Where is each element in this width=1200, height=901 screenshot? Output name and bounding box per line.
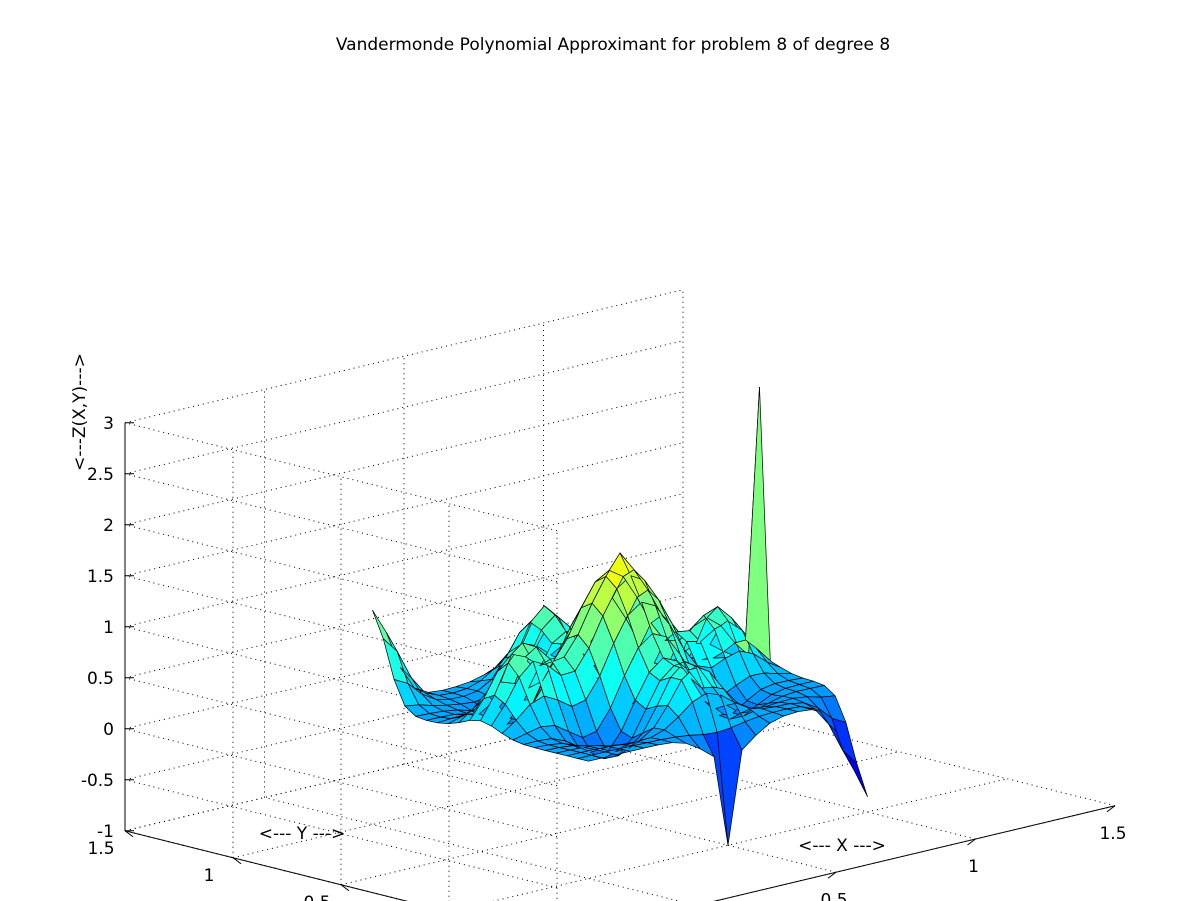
- z-tick-label: 2: [103, 516, 114, 536]
- y-tick-label: 1.5: [87, 839, 114, 859]
- z-tick-label: 1.5: [87, 567, 114, 587]
- axis-layer: [124, 422, 1116, 901]
- grid-line: [124, 493, 684, 628]
- tick-label-layer: -0.500.511.5-0.500.511.5-1-0.500.511.522…: [81, 414, 1127, 901]
- x-tick-label: 1.5: [1099, 824, 1126, 844]
- x-tick: [967, 838, 976, 846]
- grid-line: [124, 442, 684, 577]
- z-tick-label: 2.5: [87, 465, 114, 485]
- grid-line: [124, 544, 684, 679]
- grid-line: [124, 646, 684, 781]
- grid-line: [124, 595, 684, 730]
- z-tick-label: 3: [103, 414, 114, 434]
- z-tick-label: 0.5: [87, 669, 114, 689]
- grid-line: [491, 778, 1008, 901]
- grid-line: [124, 340, 684, 475]
- y-axis-label: <--- Y --->: [259, 824, 346, 844]
- grid-line: [124, 697, 684, 832]
- surface-layer: [372, 386, 868, 846]
- grid-line: [124, 391, 684, 526]
- surface-facet: [842, 750, 868, 798]
- z-tick-label: 0: [103, 720, 114, 740]
- y-tick-label: 1: [204, 866, 215, 886]
- x-tick: [1106, 805, 1116, 813]
- z-tick-label: 1: [103, 618, 114, 638]
- z-tick-label: -0.5: [81, 771, 114, 791]
- y-tick: [124, 830, 134, 838]
- x-axis-label: <--- X --->: [798, 836, 886, 856]
- chart-title: Vandermonde Polynomial Approximant for p…: [336, 35, 890, 55]
- z-axis-label: <---Z(X,Y)--->: [70, 353, 90, 471]
- y-tick-label: 0.5: [303, 893, 330, 901]
- grid-line: [232, 724, 792, 859]
- x-tick: [827, 871, 837, 879]
- grid-line: [124, 289, 684, 424]
- z-tick-label: -1: [97, 822, 114, 842]
- grid-line: [340, 751, 900, 886]
- x-tick-label: 1: [968, 857, 979, 877]
- y-tick: [232, 857, 242, 865]
- y-tick: [340, 884, 350, 892]
- x-tick-label: 0.5: [820, 890, 847, 901]
